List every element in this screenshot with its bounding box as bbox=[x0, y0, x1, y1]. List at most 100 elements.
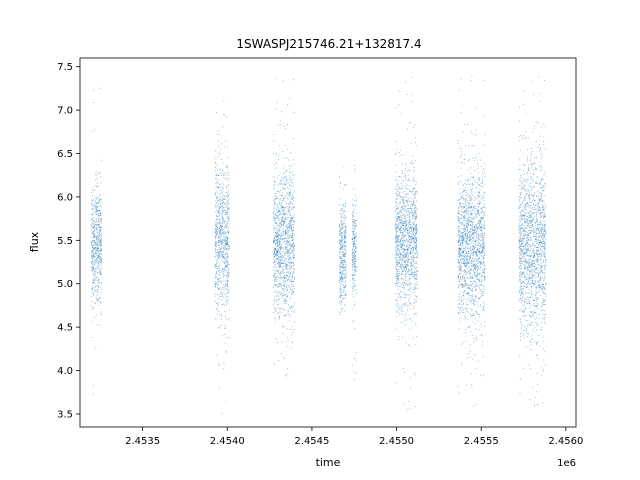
data-point bbox=[399, 176, 401, 178]
data-point bbox=[225, 293, 227, 295]
data-point bbox=[471, 241, 473, 243]
data-point bbox=[280, 124, 282, 125]
data-point bbox=[404, 191, 406, 192]
data-point bbox=[291, 258, 293, 260]
data-point bbox=[290, 272, 292, 274]
data-point bbox=[276, 254, 278, 256]
data-point bbox=[283, 222, 284, 224]
data-point bbox=[412, 273, 414, 274]
data-point bbox=[293, 192, 295, 193]
data-point bbox=[293, 257, 294, 259]
data-point bbox=[283, 283, 284, 285]
data-point bbox=[353, 266, 355, 268]
data-point bbox=[464, 145, 466, 147]
data-point bbox=[91, 305, 93, 307]
data-point bbox=[280, 221, 282, 223]
data-point bbox=[228, 231, 230, 233]
data-point bbox=[278, 283, 280, 284]
data-point bbox=[273, 312, 275, 314]
data-point bbox=[395, 225, 396, 227]
data-point bbox=[479, 313, 481, 315]
data-point bbox=[220, 206, 222, 207]
data-point bbox=[285, 229, 287, 231]
data-point bbox=[475, 244, 477, 246]
data-point bbox=[285, 231, 286, 233]
data-point bbox=[408, 270, 410, 272]
data-point bbox=[279, 235, 280, 237]
data-point bbox=[279, 223, 281, 225]
data-point bbox=[222, 242, 223, 244]
data-point bbox=[409, 308, 411, 310]
data-point bbox=[402, 200, 404, 202]
data-point bbox=[222, 204, 224, 206]
data-point bbox=[395, 241, 397, 243]
data-point bbox=[343, 270, 344, 272]
data-point bbox=[293, 220, 295, 222]
data-point bbox=[413, 214, 415, 216]
data-point bbox=[278, 298, 280, 300]
data-point bbox=[475, 241, 476, 243]
data-point bbox=[342, 232, 344, 234]
data-point bbox=[475, 187, 477, 188]
data-point bbox=[413, 213, 415, 215]
data-point bbox=[215, 233, 217, 235]
data-point bbox=[97, 272, 99, 273]
data-point bbox=[276, 300, 278, 302]
data-point bbox=[401, 248, 402, 250]
data-point bbox=[482, 243, 484, 244]
data-point bbox=[416, 295, 418, 297]
data-point bbox=[408, 204, 409, 206]
data-point bbox=[96, 174, 98, 176]
data-point bbox=[280, 210, 282, 212]
data-point bbox=[225, 280, 227, 282]
data-point bbox=[221, 271, 223, 273]
data-point bbox=[290, 282, 292, 284]
data-point bbox=[287, 275, 289, 277]
data-point bbox=[402, 224, 404, 226]
data-point bbox=[92, 263, 94, 265]
data-point bbox=[340, 301, 342, 303]
data-point bbox=[397, 257, 399, 258]
data-point bbox=[473, 184, 475, 185]
data-point bbox=[395, 201, 397, 203]
data-point bbox=[224, 274, 226, 276]
data-point bbox=[470, 326, 472, 328]
data-point bbox=[473, 262, 475, 264]
data-point bbox=[404, 235, 406, 237]
data-point bbox=[468, 221, 470, 223]
data-point bbox=[352, 221, 353, 222]
data-point bbox=[344, 236, 346, 238]
data-point bbox=[227, 195, 229, 197]
data-point bbox=[219, 240, 221, 242]
data-point bbox=[283, 262, 285, 264]
data-point bbox=[275, 277, 276, 279]
data-point bbox=[395, 237, 397, 239]
data-point bbox=[226, 266, 228, 267]
data-point bbox=[292, 252, 294, 254]
data-point bbox=[225, 238, 227, 239]
data-point bbox=[413, 210, 415, 211]
data-point bbox=[404, 226, 406, 228]
data-point bbox=[289, 201, 291, 203]
data-point bbox=[397, 253, 399, 255]
data-point bbox=[226, 223, 228, 225]
data-point bbox=[281, 294, 283, 296]
data-point bbox=[343, 256, 344, 257]
data-point bbox=[400, 209, 402, 211]
data-point bbox=[293, 244, 295, 246]
data-point bbox=[286, 240, 288, 242]
data-point bbox=[281, 270, 283, 272]
data-point bbox=[290, 214, 292, 216]
data-point bbox=[355, 251, 357, 253]
data-point bbox=[339, 296, 341, 298]
data-point bbox=[403, 271, 405, 273]
data-point bbox=[472, 297, 474, 299]
data-point bbox=[399, 210, 401, 212]
data-point bbox=[292, 341, 294, 343]
data-point bbox=[352, 199, 354, 201]
data-point bbox=[275, 236, 277, 238]
data-point bbox=[288, 259, 290, 261]
data-point bbox=[99, 250, 101, 251]
data-point bbox=[463, 270, 465, 271]
data-point bbox=[279, 183, 281, 185]
